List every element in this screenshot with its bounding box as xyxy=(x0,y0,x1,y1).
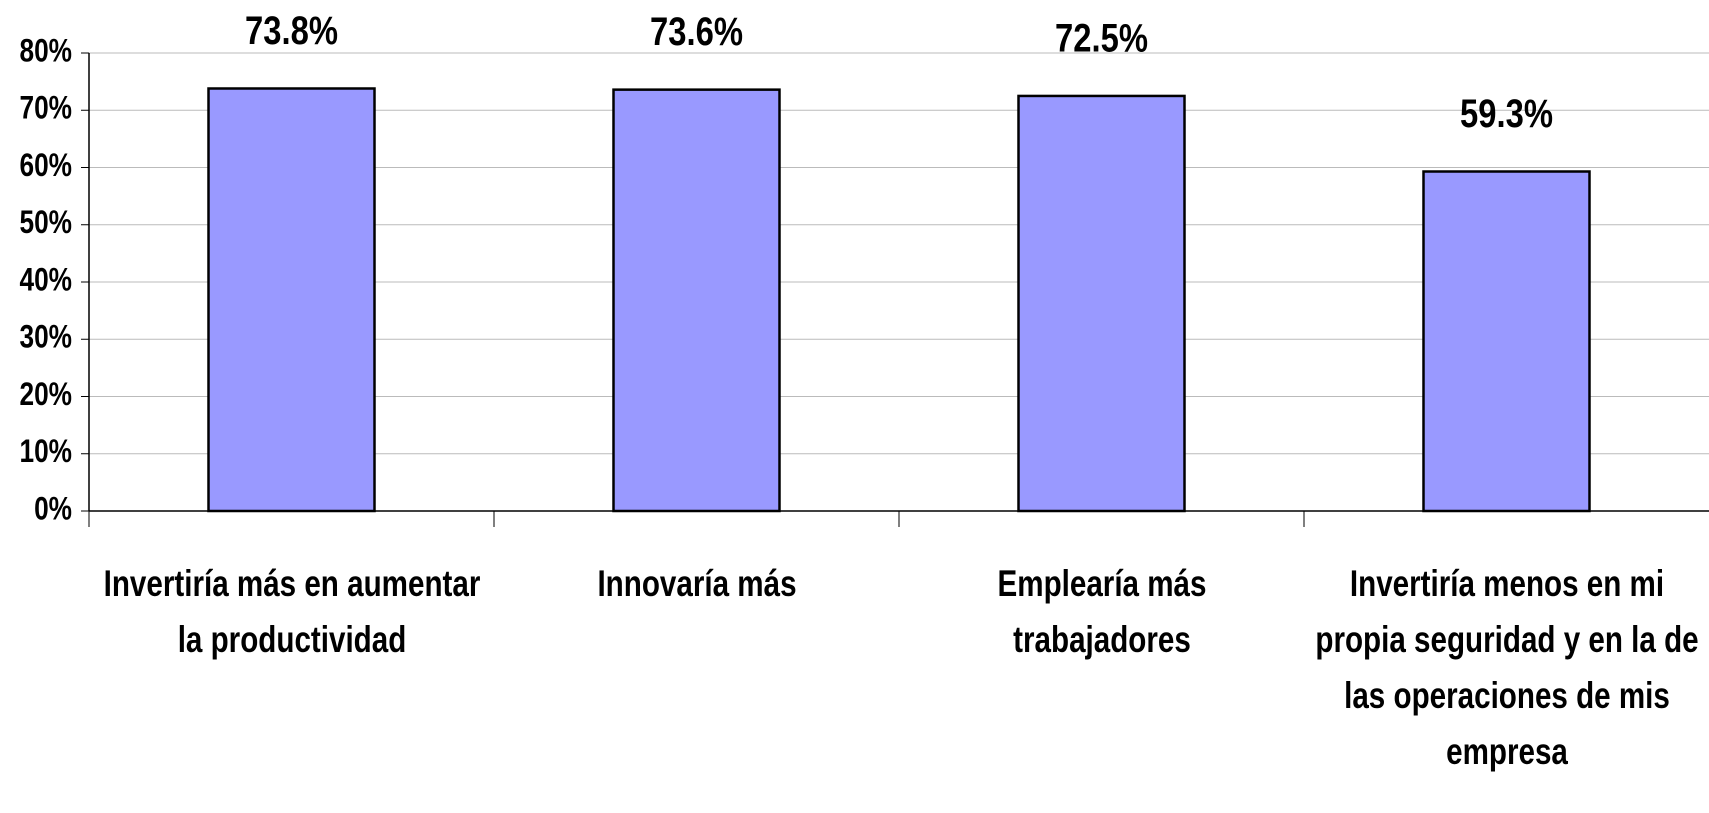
x-tick-label: Innovaría más xyxy=(596,563,797,604)
y-tick-label: 0% xyxy=(34,492,72,527)
bar xyxy=(1422,170,1591,513)
x-tick-label: Invertiría más en aumentar la productivi… xyxy=(103,563,480,660)
bar xyxy=(207,87,376,513)
y-tick-label: 40% xyxy=(19,263,72,298)
y-tick-label: 10% xyxy=(19,435,72,470)
y-tick-label: 60% xyxy=(19,149,72,184)
y-tick-label: 50% xyxy=(19,206,72,241)
y-tick-label: 30% xyxy=(19,320,72,355)
bar xyxy=(1017,94,1186,513)
value-label: 73.8% xyxy=(245,8,338,53)
bar xyxy=(612,88,781,513)
x-tick-label: Invertiría menos en mi propia seguridad … xyxy=(1314,563,1699,772)
value-label: 73.6% xyxy=(650,9,743,54)
y-tick-label: 20% xyxy=(19,378,72,413)
value-label: 59.3% xyxy=(1460,91,1553,136)
y-tick-label: 80% xyxy=(19,34,72,69)
y-tick-label: 70% xyxy=(19,91,72,126)
value-label: 72.5% xyxy=(1055,15,1148,60)
x-tick-label: Emplearía más trabajadores xyxy=(997,563,1206,660)
